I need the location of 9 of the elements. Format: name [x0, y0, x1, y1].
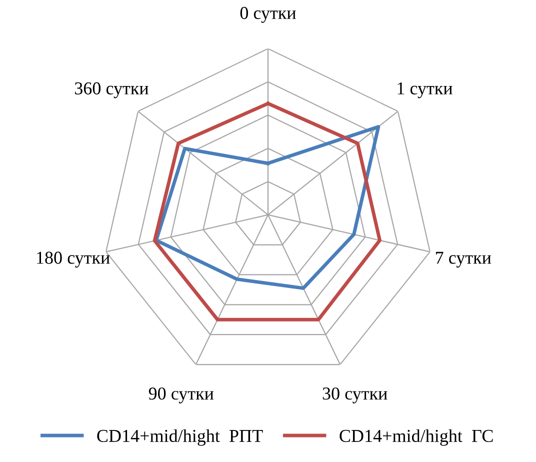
spoke-label: 30 сутки [322, 387, 388, 404]
spoke-label: 1 сутки [398, 82, 452, 98]
spoke-label: 90 сутки [148, 387, 214, 404]
legend-label: CD14+mid/hight ГС [340, 429, 493, 446]
spoke-label: 7 сутки [436, 252, 492, 268]
spoke-label: 0 сутки [240, 6, 296, 23]
legend-label: CD14+mid/hight РПТ [97, 429, 263, 446]
spoke-label: 360 сутки [74, 82, 148, 98]
spoke-label: 180 сутки [37, 252, 110, 268]
